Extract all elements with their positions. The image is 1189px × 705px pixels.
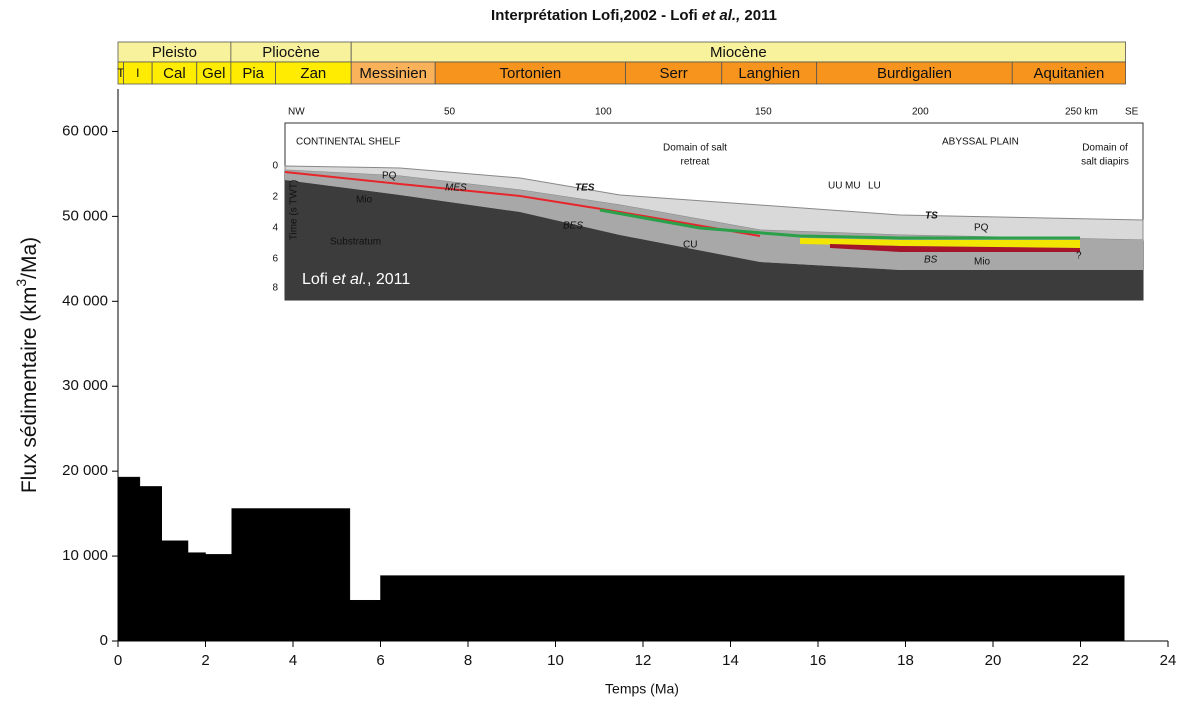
x-tick-label: 8 xyxy=(464,652,472,669)
stage-label: Cal xyxy=(163,65,186,82)
inset-label: NW xyxy=(288,107,305,118)
stage-label: Serr xyxy=(659,65,687,82)
x-tick-label: 4 xyxy=(289,652,297,669)
bar xyxy=(349,599,381,642)
inset-label: 8 xyxy=(272,283,278,294)
inset-label: Domain of salt xyxy=(663,143,727,154)
bar xyxy=(161,540,189,642)
inset-label: UU xyxy=(828,181,842,192)
credit-part: , 2011 xyxy=(367,271,410,288)
ts-line xyxy=(599,208,1080,240)
inset-label: salt diapirs xyxy=(1081,157,1129,168)
salt-yellow xyxy=(800,238,1080,248)
x-tick-label: 12 xyxy=(635,652,652,669)
x-tick-label: 14 xyxy=(722,652,739,669)
inset-label: MES xyxy=(445,183,467,194)
inset-label: Domain of xyxy=(1082,143,1128,154)
inset-label: TES xyxy=(575,183,595,194)
inset-label: Time (s TWT) xyxy=(289,180,300,241)
inset-label: Mio xyxy=(974,257,991,268)
inset-label: 6 xyxy=(272,254,278,265)
ylabel-part: /Ma) xyxy=(18,237,41,279)
epoch-label: Pleisto xyxy=(152,44,197,61)
bar xyxy=(187,552,206,642)
inset-label: 4 xyxy=(272,223,278,234)
stage-label: Messinien xyxy=(359,65,427,82)
x-tick-label: 22 xyxy=(1072,652,1089,669)
x-tick-label: 18 xyxy=(897,652,914,669)
inset-label: 2 xyxy=(272,192,278,203)
inset-label: SE xyxy=(1125,107,1139,118)
x-tick-label: 6 xyxy=(376,652,384,669)
x-tick-label: 20 xyxy=(985,652,1002,669)
inset-label: Mio xyxy=(356,195,373,206)
y-tick-label: 30 000 xyxy=(62,377,108,394)
salt-red xyxy=(830,244,1080,252)
inset-credit: Lofi et al., 2011 xyxy=(302,271,410,288)
inset-label: TS xyxy=(925,211,938,222)
y-tick-label: 10 000 xyxy=(62,547,108,564)
inset-label: BES xyxy=(563,221,583,232)
epoch-label: Miocène xyxy=(710,44,767,61)
substratum-layer xyxy=(285,180,1143,300)
inset-label: ? xyxy=(1076,251,1082,262)
bar xyxy=(117,476,141,642)
credit-part: Lofi xyxy=(302,271,332,288)
inset-label: CU xyxy=(683,240,697,251)
inset-label: ABYSSAL PLAIN xyxy=(942,137,1019,148)
inset-label: LU xyxy=(868,181,881,192)
inset-label: MU xyxy=(845,181,861,192)
ylabel-part: 3 xyxy=(13,279,29,287)
inset-label: PQ xyxy=(382,171,397,182)
bar xyxy=(139,486,162,642)
stage-label: Zan xyxy=(300,65,326,82)
inset-label: 200 xyxy=(912,107,929,118)
bar xyxy=(380,575,1125,642)
stage-label: Pia xyxy=(242,65,264,82)
stage-label: T xyxy=(117,66,125,80)
title-part: Interprétation Lofi,2002 - Lofi xyxy=(491,7,702,24)
y-axis-title: Flux sédimentaire (km3/Ma) xyxy=(13,237,41,493)
bar xyxy=(205,554,232,642)
seismic-section-inset: NW 50 100 150 200 250 km SE 0 2 4 6 8 Ti… xyxy=(272,107,1144,301)
inset-label: 50 xyxy=(444,107,456,118)
x-axis-title: Temps (Ma) xyxy=(605,681,679,697)
credit-part: et al. xyxy=(332,271,367,288)
inset-label: CONTINENTAL SHELF xyxy=(296,137,400,148)
stage-label: Gel xyxy=(202,65,225,82)
stage-label: Tortonien xyxy=(499,65,561,82)
inset-label: BS xyxy=(924,255,938,266)
stage-label: Langhien xyxy=(738,65,800,82)
stage-label: I xyxy=(136,66,139,80)
chart-title: Interprétation Lofi,2002 - Lofi et al., … xyxy=(491,7,777,24)
inset-label: Substratum xyxy=(330,237,381,248)
x-tick-label: 24 xyxy=(1160,652,1177,669)
bar xyxy=(231,508,351,642)
y-tick-label: 40 000 xyxy=(62,292,108,309)
x-tick-label: 0 xyxy=(114,652,122,669)
inset-label: 0 xyxy=(272,161,278,172)
y-tick-label: 20 000 xyxy=(62,462,108,479)
inset-label: 150 xyxy=(755,107,772,118)
mes-line xyxy=(284,171,761,237)
x-tick-label: 16 xyxy=(810,652,827,669)
ylabel-part: Flux sédimentaire (km xyxy=(18,287,41,494)
stage-label: Burdigalien xyxy=(877,65,952,82)
inset-label: PQ xyxy=(974,223,989,234)
x-tick-label: 10 xyxy=(547,652,564,669)
stage-box xyxy=(1011,61,1126,85)
y-tick-label: 50 000 xyxy=(62,207,108,224)
stage-label: Aquitanien xyxy=(1033,65,1104,82)
inset-label: 100 xyxy=(595,107,612,118)
y-tick-label: 60 000 xyxy=(62,122,108,139)
inset-label: retreat xyxy=(681,157,710,168)
x-tick-label: 2 xyxy=(201,652,209,669)
title-part: 2011 xyxy=(740,7,777,24)
epoch-label: Pliocène xyxy=(262,44,320,61)
title-part: et al., xyxy=(702,7,740,24)
inset-label: 250 km xyxy=(1065,107,1098,118)
y-tick-label: 0 xyxy=(100,632,108,649)
